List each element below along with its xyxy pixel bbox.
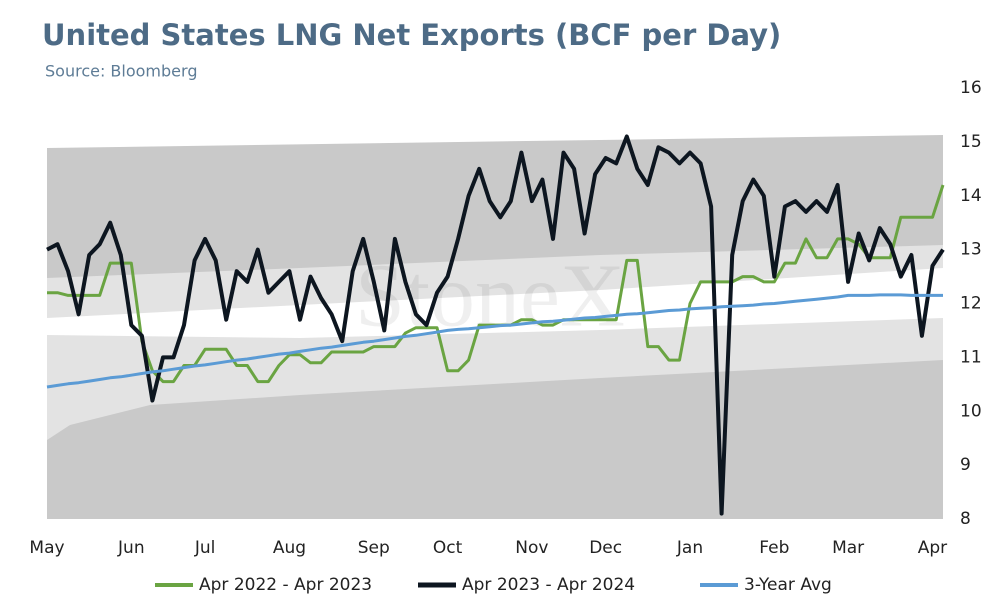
x-tick-label: May [29, 538, 64, 558]
series-line [46, 134, 945, 516]
y-tick-label: 14 [960, 186, 982, 206]
y-tick-label: 13 [960, 240, 982, 260]
legend-label: Apr 2023 - Apr 2024 [462, 575, 635, 595]
x-tick-label: Mar [832, 538, 864, 558]
watermark: StoneX [355, 247, 625, 346]
chart-title: United States LNG Net Exports (BCF per D… [42, 18, 781, 52]
x-tick-label: Dec [589, 538, 622, 558]
inner-band [47, 268, 943, 338]
x-tick-label: Feb [759, 538, 789, 558]
x-tick-label: Apr [918, 538, 947, 558]
x-tick-label: Sep [358, 538, 390, 558]
y-tick-label: 9 [960, 455, 971, 475]
x-tick-label: Aug [273, 538, 306, 558]
x-tick-label: Jun [117, 538, 145, 558]
x-tick-label: Jul [194, 538, 216, 558]
x-tick-label: Nov [515, 538, 548, 558]
y-tick-label: 12 [960, 294, 982, 314]
y-tick-label: 8 [960, 509, 971, 529]
x-tick-label: Jan [676, 538, 703, 558]
y-tick-label: 15 [960, 132, 982, 152]
y-tick-label: 10 [960, 401, 982, 421]
series-line [46, 293, 943, 389]
y-tick-label: 16 [960, 78, 982, 98]
legend-label: 3-Year Avg [744, 575, 832, 595]
legend-label: Apr 2022 - Apr 2023 [199, 575, 372, 595]
x-tick-label: Oct [433, 538, 463, 558]
chart-subtitle: Source: Bloomberg [45, 62, 197, 81]
y-tick-label: 11 [960, 347, 982, 367]
